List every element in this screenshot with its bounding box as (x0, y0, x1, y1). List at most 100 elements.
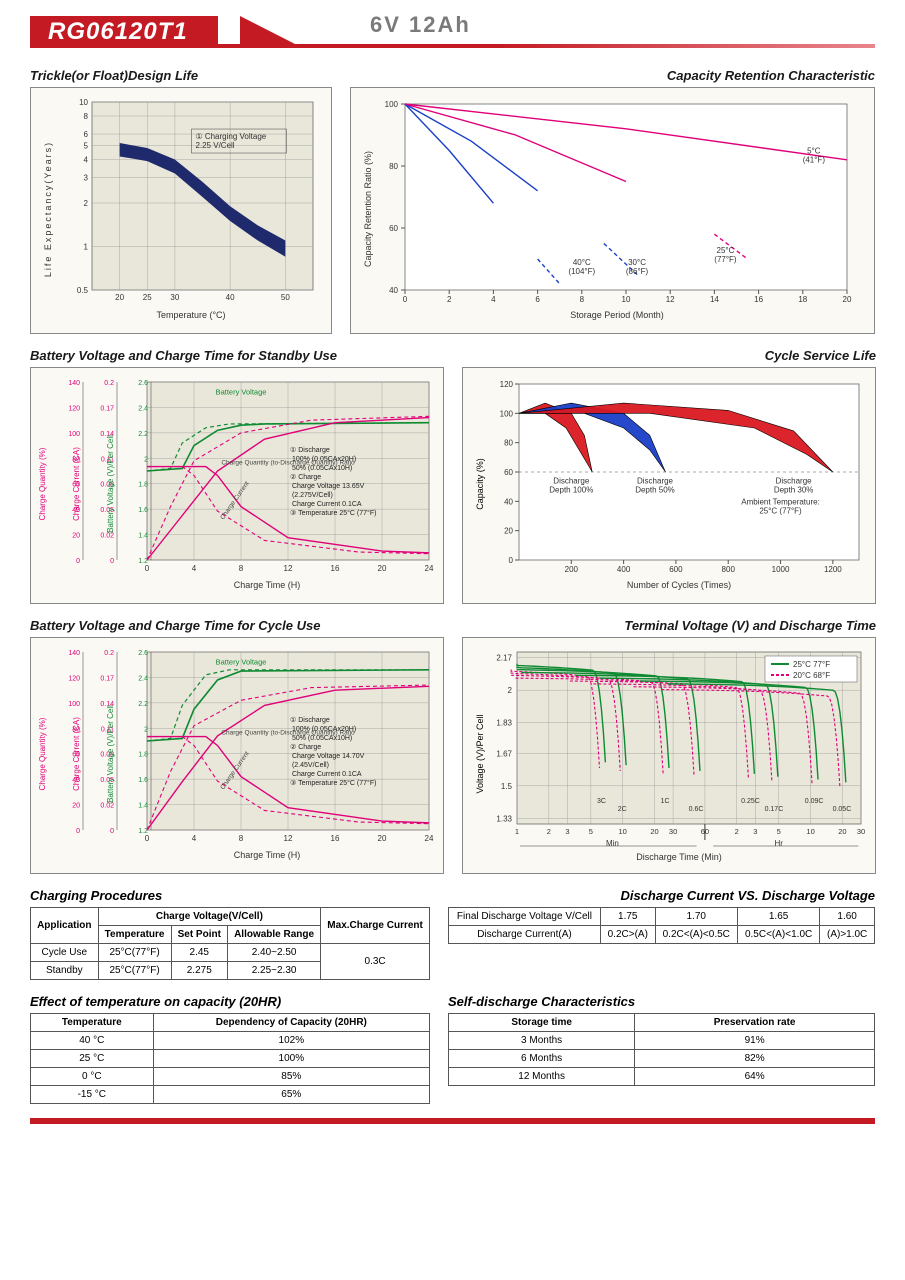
svg-text:2.6: 2.6 (138, 380, 148, 387)
svg-text:Battery Voltage (V)/Per Cell: Battery Voltage (V)/Per Cell (106, 435, 115, 533)
svg-text:Storage Period (Month): Storage Period (Month) (570, 310, 664, 320)
svg-text:2.4: 2.4 (138, 675, 148, 682)
svg-text:0.6C: 0.6C (689, 806, 704, 813)
svg-text:8: 8 (580, 295, 585, 304)
svg-text:30: 30 (857, 827, 865, 836)
svg-text:Capacity Retention Ratio (%): Capacity Retention Ratio (%) (363, 151, 373, 267)
svg-text:1.6: 1.6 (138, 507, 148, 514)
svg-text:Battery Voltage: Battery Voltage (216, 388, 267, 397)
svg-text:DischargeDepth 50%: DischargeDepth 50% (635, 477, 675, 495)
svg-text:Charge Time (H): Charge Time (H) (234, 580, 301, 590)
chart5-box: 0481216202402040608010012014000.020.050.… (30, 637, 444, 874)
svg-text:16: 16 (331, 564, 340, 573)
svg-text:1.67: 1.67 (496, 749, 512, 758)
svg-text:100: 100 (68, 431, 80, 438)
svg-text:3: 3 (753, 827, 757, 836)
svg-text:24: 24 (425, 834, 434, 843)
svg-text:Temperature (°C): Temperature (°C) (156, 310, 225, 320)
chart6-box: 1.331.51.671.8322.1712351020306023510203… (462, 637, 876, 874)
svg-text:4: 4 (491, 295, 496, 304)
header-wedge (240, 16, 295, 44)
table-charging-title: Charging Procedures (30, 888, 430, 903)
svg-text:25°C(77°F): 25°C(77°F) (714, 246, 737, 264)
svg-text:1.5: 1.5 (501, 782, 513, 791)
svg-text:20: 20 (378, 834, 387, 843)
svg-text:25: 25 (143, 293, 152, 302)
svg-text:Voltage (V)/Per Cell: Voltage (V)/Per Cell (475, 714, 485, 793)
svg-text:20: 20 (843, 295, 852, 304)
svg-text:3: 3 (84, 174, 89, 183)
svg-text:0.2: 0.2 (104, 650, 114, 657)
svg-text:0.17: 0.17 (100, 405, 114, 412)
svg-text:0: 0 (509, 556, 514, 565)
svg-text:2C: 2C (618, 806, 627, 813)
svg-text:5: 5 (84, 141, 89, 150)
svg-text:0: 0 (110, 828, 114, 835)
svg-text:2.2: 2.2 (138, 431, 148, 438)
chart4-title: Cycle Service Life (462, 348, 876, 363)
svg-text:600: 600 (669, 565, 683, 574)
svg-text:Charge Time (H): Charge Time (H) (234, 850, 301, 860)
svg-text:0.5: 0.5 (77, 286, 89, 295)
svg-text:80: 80 (389, 162, 398, 171)
svg-text:2.6: 2.6 (138, 650, 148, 657)
svg-text:0: 0 (110, 558, 114, 565)
svg-text:Charge Quantity (%): Charge Quantity (%) (38, 447, 47, 520)
svg-text:0: 0 (76, 828, 80, 835)
svg-text:10: 10 (619, 827, 627, 836)
svg-text:0.05C: 0.05C (833, 806, 852, 813)
svg-text:12: 12 (284, 834, 293, 843)
svg-text:40: 40 (504, 497, 513, 506)
svg-text:20: 20 (115, 293, 124, 302)
svg-text:Discharge Time (Min): Discharge Time (Min) (636, 852, 722, 862)
svg-text:Hr: Hr (775, 839, 784, 848)
svg-text:1.6: 1.6 (138, 777, 148, 784)
svg-text:100: 100 (68, 701, 80, 708)
svg-text:14: 14 (710, 295, 719, 304)
svg-text:0: 0 (403, 295, 408, 304)
svg-text:1.8: 1.8 (138, 482, 148, 489)
svg-text:16: 16 (754, 295, 763, 304)
svg-text:3: 3 (565, 827, 569, 836)
svg-text:2: 2 (144, 726, 148, 733)
svg-text:16: 16 (331, 834, 340, 843)
svg-text:30: 30 (669, 827, 677, 836)
svg-text:4: 4 (192, 564, 197, 573)
svg-text:3C: 3C (597, 798, 606, 805)
svg-text:20: 20 (504, 527, 513, 536)
svg-text:1.8: 1.8 (138, 752, 148, 759)
svg-text:140: 140 (68, 380, 80, 387)
svg-text:0: 0 (76, 558, 80, 565)
svg-text:30: 30 (170, 293, 179, 302)
svg-text:100: 100 (385, 100, 399, 109)
svg-text:0.25C: 0.25C (741, 798, 760, 805)
svg-text:0.17C: 0.17C (765, 806, 784, 813)
svg-text:Min: Min (606, 839, 619, 848)
svg-text:1C: 1C (661, 798, 670, 805)
chart5-title: Battery Voltage and Charge Time for Cycl… (30, 618, 444, 633)
svg-text:1.4: 1.4 (138, 533, 148, 540)
svg-text:40: 40 (389, 286, 398, 295)
svg-text:1.33: 1.33 (496, 814, 512, 823)
svg-text:Charge Quantity (%): Charge Quantity (%) (38, 717, 47, 790)
table-selfdis-title: Self-discharge Characteristics (448, 994, 875, 1009)
svg-text:0.2: 0.2 (104, 380, 114, 387)
svg-text:800: 800 (722, 565, 736, 574)
chart2-title: Capacity Retention Characteristic (350, 68, 875, 83)
chart1-box: 20253040500.5123456810① Charging Voltage… (30, 87, 332, 334)
svg-text:12: 12 (284, 564, 293, 573)
svg-text:2.4: 2.4 (138, 405, 148, 412)
svg-text:2.17: 2.17 (496, 654, 512, 663)
svg-text:120: 120 (68, 675, 80, 682)
svg-text:8: 8 (239, 564, 244, 573)
svg-text:20: 20 (72, 803, 80, 810)
svg-text:100: 100 (500, 409, 514, 418)
svg-text:30°C(86°F): 30°C(86°F) (626, 258, 649, 276)
svg-text:0.09C: 0.09C (805, 798, 824, 805)
svg-text:400: 400 (617, 565, 631, 574)
table-selfdis: Storage timePreservation rate3 Months91%… (448, 1013, 875, 1086)
svg-text:1.83: 1.83 (496, 719, 512, 728)
svg-text:8: 8 (84, 112, 89, 121)
svg-text:2: 2 (447, 295, 452, 304)
svg-text:4: 4 (84, 156, 89, 165)
